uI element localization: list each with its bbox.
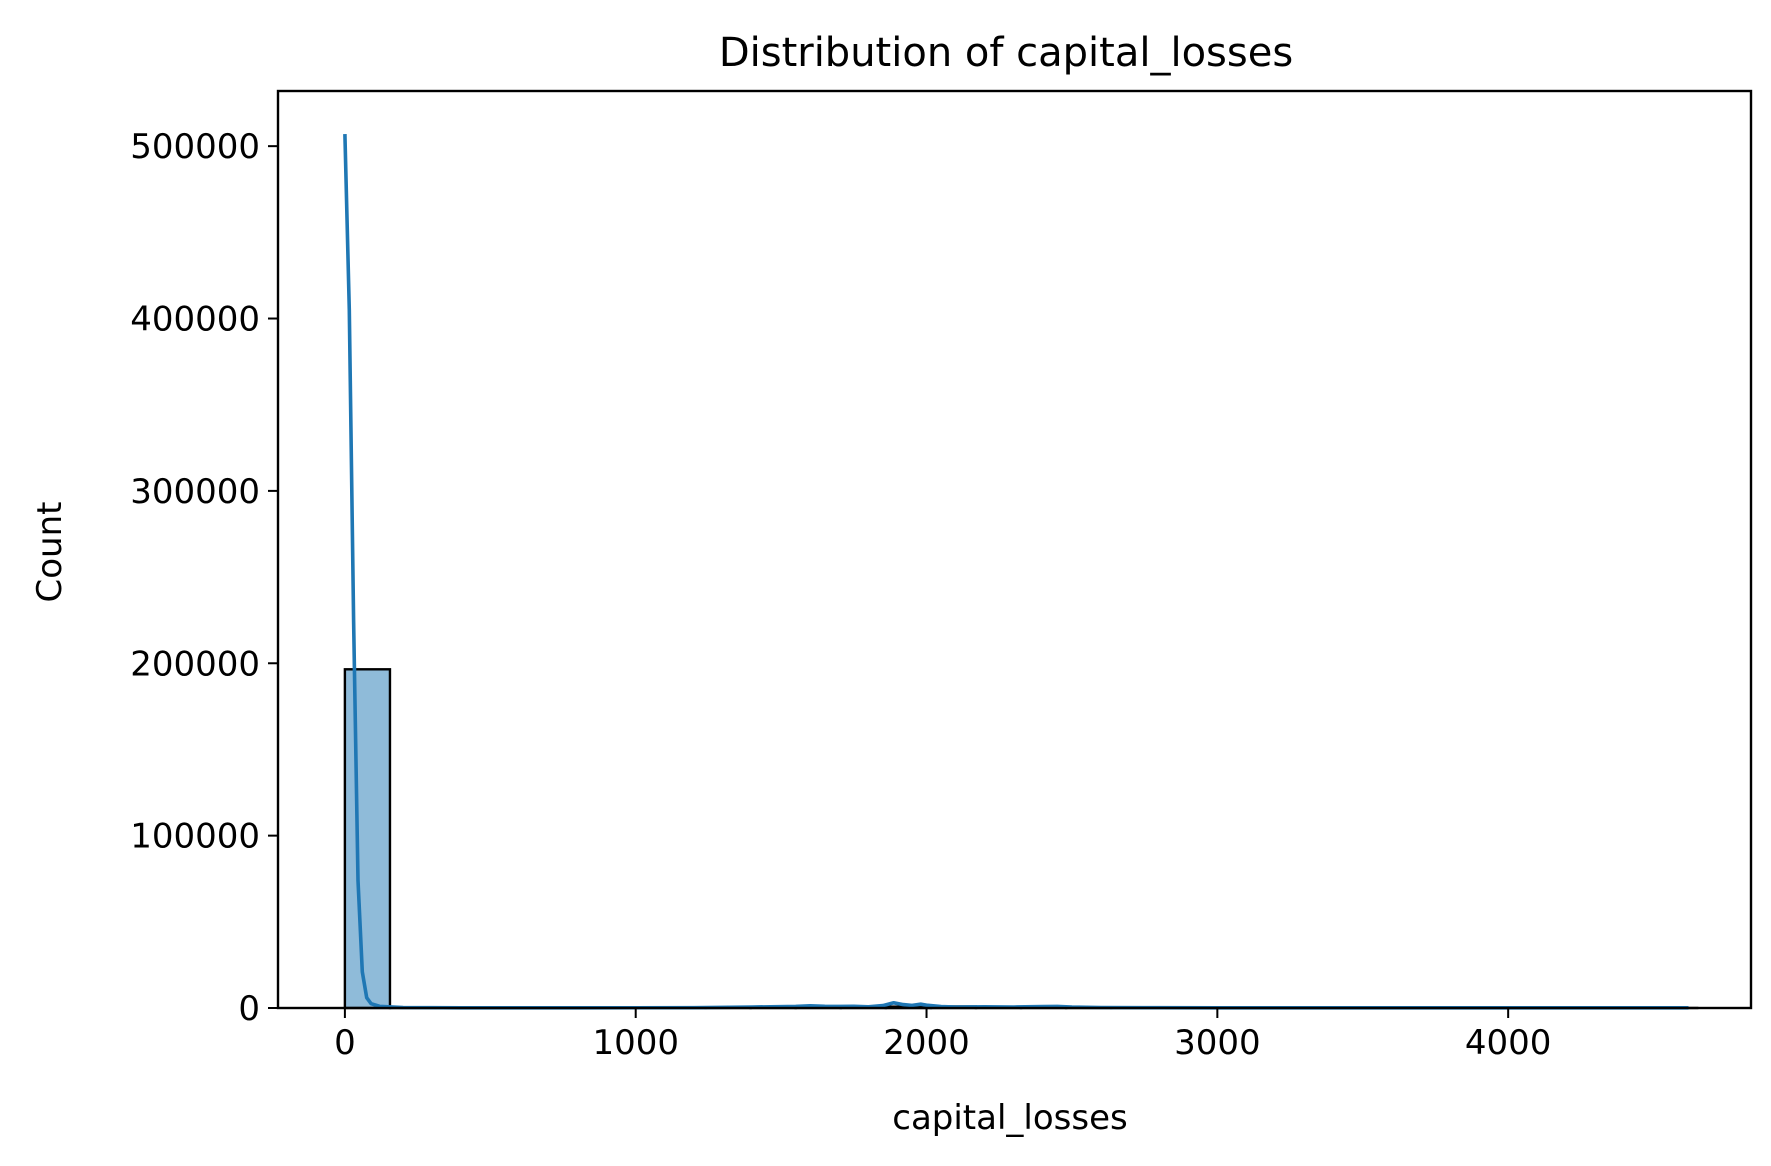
y-axis-label: Count — [30, 502, 70, 603]
kde-line — [343, 134, 1689, 1010]
y-axis: 0 100000 200000 300000 400000 500000 — [130, 127, 278, 1029]
x-tick-label: 2000 — [883, 1023, 970, 1063]
y-tick-label: 300000 — [130, 472, 260, 512]
chart-title: Distribution of capital_losses — [719, 30, 1293, 76]
x-axis: 0 1000 2000 3000 4000 — [334, 1008, 1551, 1063]
y-tick-label: 100000 — [130, 817, 260, 857]
histogram-bar — [343, 668, 392, 1010]
y-tick-label: 400000 — [130, 300, 260, 340]
y-tick-label: 500000 — [130, 127, 260, 167]
plot-area — [343, 134, 1699, 1010]
plot-frame — [276, 89, 1753, 1010]
x-tick-label: 4000 — [1465, 1023, 1552, 1063]
x-tick-label: 0 — [334, 1023, 356, 1063]
x-tick-label: 1000 — [592, 1023, 679, 1063]
x-axis-label: capital_losses — [892, 1098, 1127, 1138]
x-tick-label: 3000 — [1174, 1023, 1261, 1063]
y-tick-label: 200000 — [130, 644, 260, 684]
y-tick-label: 0 — [238, 989, 260, 1029]
